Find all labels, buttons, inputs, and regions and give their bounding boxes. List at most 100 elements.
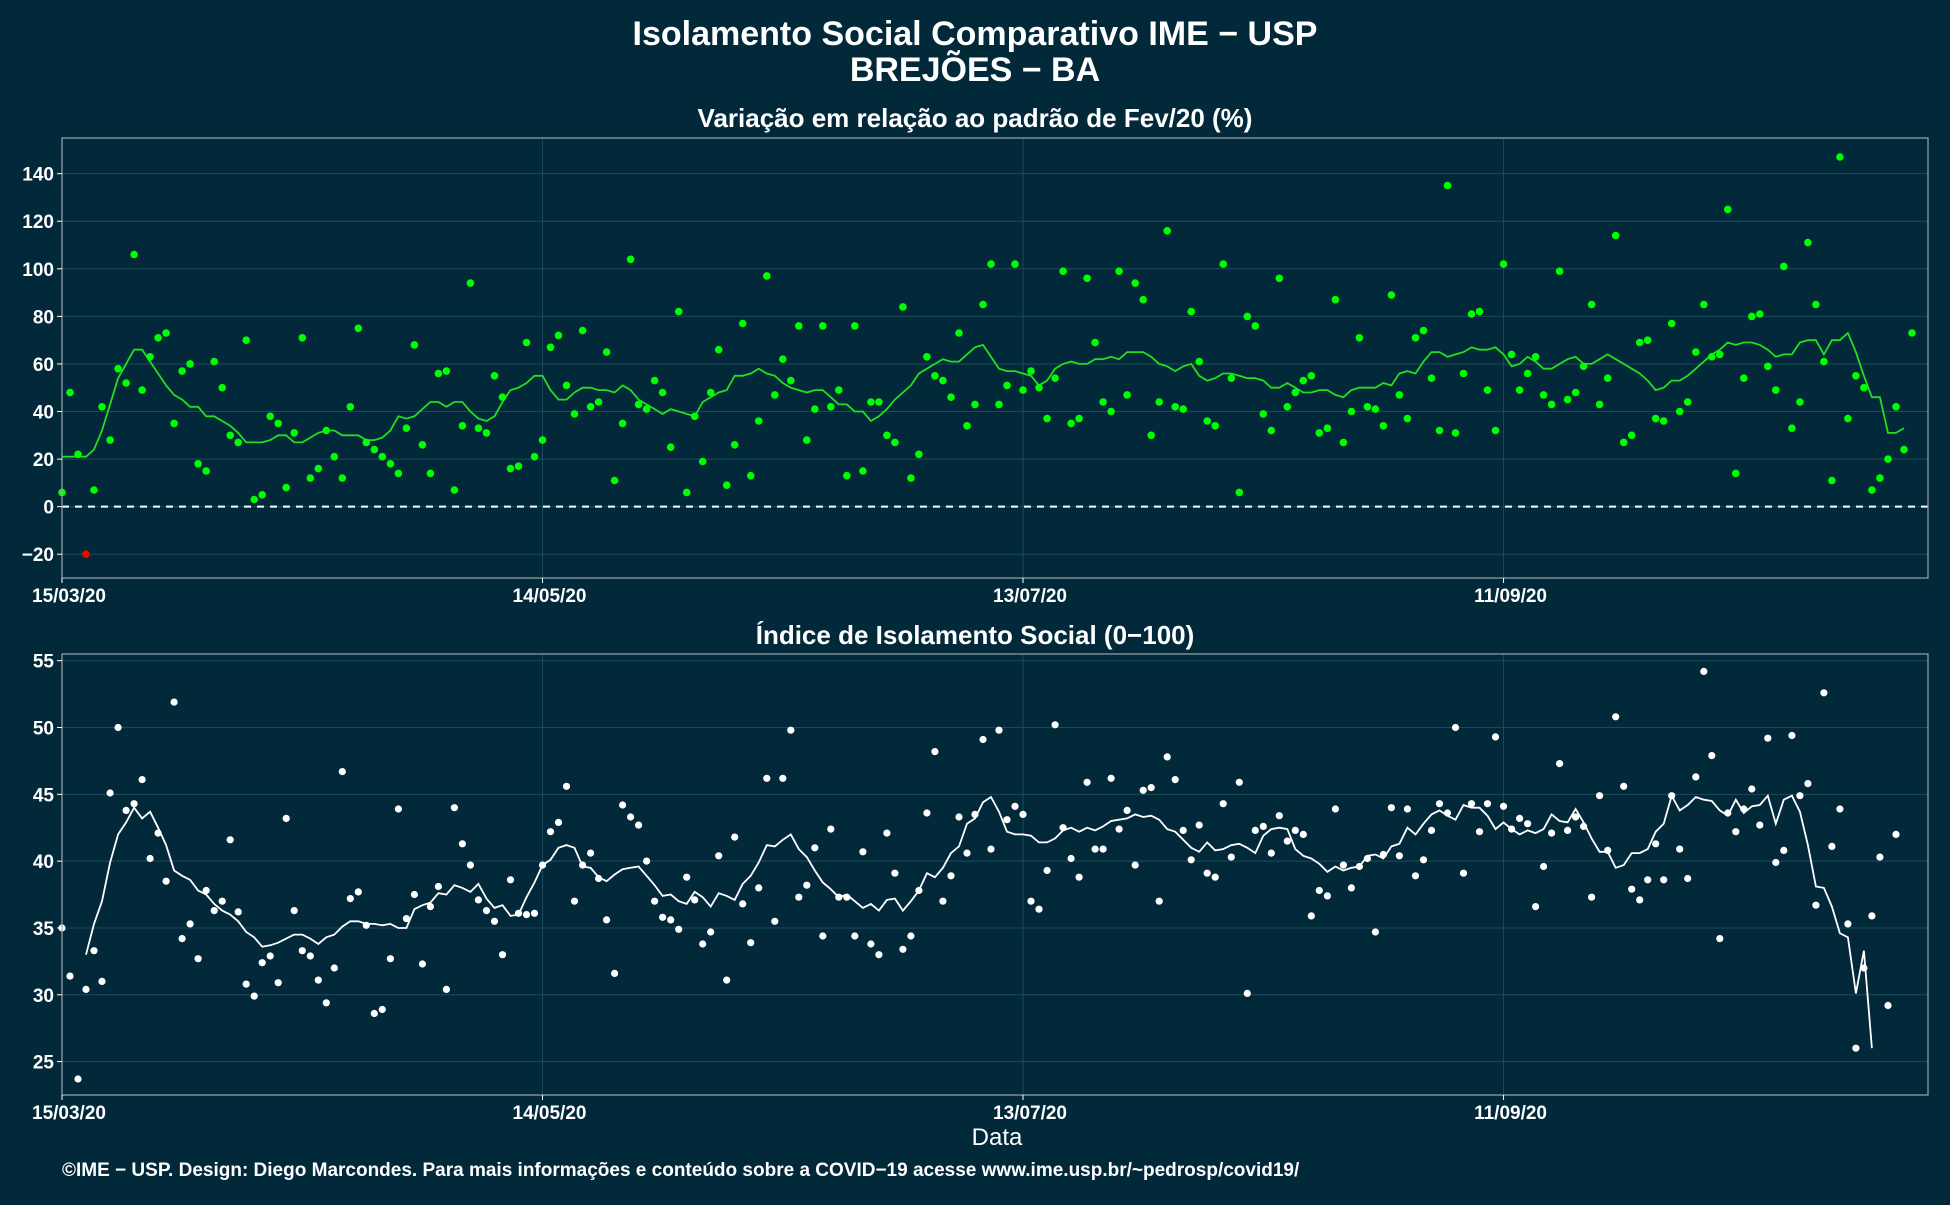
top-data-point <box>955 329 963 337</box>
top-data-point <box>1700 300 1708 309</box>
top-data-point <box>426 469 435 478</box>
top-data-point <box>194 460 202 468</box>
bottom-data-point <box>1772 858 1780 867</box>
top-data-point <box>1579 362 1588 371</box>
bottom-data-point <box>186 920 194 928</box>
top-data-point <box>1315 429 1324 437</box>
bottom-data-point <box>987 845 995 853</box>
top-data-point <box>1339 438 1348 447</box>
bottom-y-tick-label: 25 <box>33 1053 55 1074</box>
top-data-point <box>1299 376 1308 385</box>
bottom-data-point <box>522 911 531 919</box>
top-data-point <box>1243 312 1252 321</box>
top-data-point <box>1708 353 1716 361</box>
top-data-point <box>995 400 1003 409</box>
bottom-data-point <box>178 935 186 943</box>
bottom-data-point <box>1411 872 1420 880</box>
bottom-data-point <box>739 900 747 908</box>
bottom-data-point <box>1259 822 1267 831</box>
top-x-tick-label: 14/05/20 <box>513 586 587 607</box>
top-data-point <box>819 322 827 330</box>
top-data-point <box>1227 374 1236 383</box>
top-data-point <box>442 367 451 375</box>
bottom-data-point <box>1219 800 1227 808</box>
bottom-data-point <box>1291 826 1299 835</box>
top-data-point <box>1091 338 1099 347</box>
bottom-data-point <box>1075 873 1083 881</box>
top-data-point <box>787 376 795 385</box>
top-data-point <box>338 474 347 482</box>
bottom-data-point <box>1604 846 1612 855</box>
top-data-point <box>939 376 947 385</box>
top-data-point <box>714 345 723 354</box>
top-data-point <box>370 445 379 454</box>
top-data-point <box>418 441 427 449</box>
bottom-data-point <box>579 861 587 869</box>
top-data-point <box>1667 319 1676 328</box>
bottom-data-point <box>1516 814 1524 823</box>
top-data-point <box>482 429 491 437</box>
top-x-tick-label: 13/07/20 <box>993 586 1067 607</box>
bottom-data-point <box>322 999 330 1007</box>
top-data-point <box>730 441 739 449</box>
bottom-data-point <box>1315 886 1323 895</box>
top-data-point <box>1107 407 1115 416</box>
bottom-data-point <box>955 813 963 821</box>
top-data-point <box>811 405 819 413</box>
bottom-data-point <box>1211 873 1219 881</box>
bottom-data-point <box>434 882 442 891</box>
top-data-point <box>1900 445 1908 454</box>
bottom-data-point <box>1427 826 1436 835</box>
bottom-data-point <box>883 829 891 837</box>
bottom-data-point <box>803 881 811 889</box>
top-data-point <box>1627 431 1636 440</box>
bottom-data-point <box>1820 689 1828 697</box>
top-data-point <box>258 491 267 499</box>
top-data-point <box>666 443 675 452</box>
top-data-point <box>122 379 130 387</box>
bottom-data-point <box>619 801 627 809</box>
top-data-point <box>1195 357 1203 366</box>
bottom-data-point <box>747 939 755 947</box>
bottom-data-point <box>66 972 74 980</box>
top-x-tick-label: 15/03/20 <box>32 586 106 607</box>
bottom-data-point <box>1227 853 1235 861</box>
top-data-point <box>1099 398 1107 406</box>
top-data-point <box>530 452 539 461</box>
top-data-point <box>362 438 371 447</box>
top-data-point <box>1812 300 1820 309</box>
top-data-point <box>883 431 891 440</box>
top-data-point <box>859 467 867 475</box>
top-data-point <box>682 488 691 497</box>
top-y-tick-label: 100 <box>22 260 54 281</box>
bottom-data-point <box>90 947 98 955</box>
bottom-data-point <box>1131 861 1139 869</box>
top-data-point <box>1595 400 1604 409</box>
bottom-data-point <box>635 821 643 829</box>
bottom-data-point <box>931 748 939 756</box>
bottom-y-tick-label: 45 <box>33 785 55 806</box>
top-data-point <box>1603 374 1612 383</box>
bottom-data-point <box>819 932 827 940</box>
top-data-point <box>698 457 707 466</box>
top-data-point <box>178 367 186 375</box>
top-data-point <box>1403 414 1412 423</box>
top-data-point <box>1395 391 1404 399</box>
bottom-data-point <box>1067 854 1075 863</box>
bottom-data-point <box>1868 912 1876 920</box>
bottom-data-point <box>122 806 130 815</box>
top-data-point <box>931 372 939 380</box>
bottom-data-point <box>995 726 1003 734</box>
top-data-point <box>1740 374 1748 383</box>
top-data-point <box>1908 329 1916 337</box>
bottom-data-point <box>426 903 434 911</box>
bottom-data-point <box>1532 903 1540 911</box>
bottom-panel: 25 30 35 40 45 50 55 15/03/20 14/05/20 13/07/20 11… <box>32 652 1929 1124</box>
top-data-point <box>506 464 515 473</box>
bottom-data-point <box>1812 901 1820 909</box>
top-data-point <box>130 250 138 259</box>
top-data-point <box>1427 374 1436 383</box>
top-data-point <box>1651 414 1660 423</box>
bottom-data-point <box>1179 826 1187 835</box>
bottom-x-tick-label: 14/05/20 <box>513 1103 587 1124</box>
